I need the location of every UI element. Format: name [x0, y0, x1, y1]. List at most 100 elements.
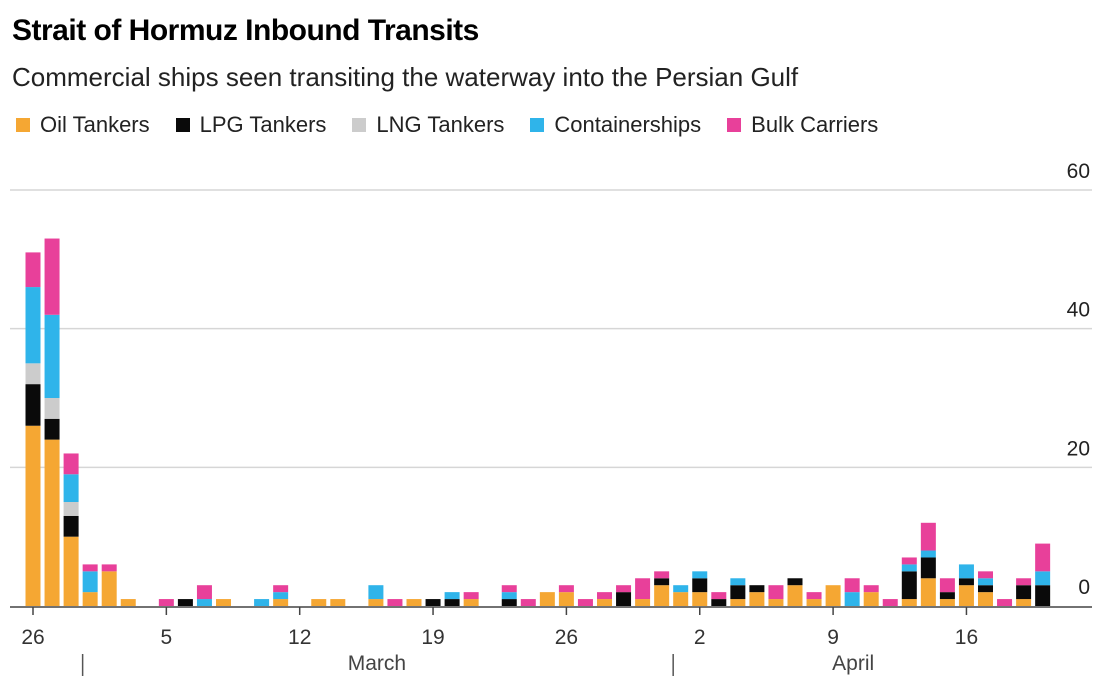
bar-oil-tankers-mar-16	[368, 599, 384, 606]
bar-oil-tankers-apr-2	[692, 592, 708, 606]
bar-bulk-carriers-feb-26	[25, 252, 41, 288]
bar-containerships-apr-20	[1035, 571, 1051, 586]
legend-label-containerships: Containerships	[554, 112, 702, 137]
bar-bulk-carriers-mar-29	[616, 585, 632, 593]
legend-label-oil-tankers: Oil Tankers	[40, 112, 150, 137]
legend-item-lpg-tankers: LPG Tankers	[175, 112, 326, 138]
bar-oil-tankers-mar-1	[82, 592, 98, 606]
y-tick-label: 20	[1067, 437, 1090, 460]
bar-oil-tankers-mar-26	[558, 592, 574, 606]
bar-oil-tankers-mar-30	[635, 599, 651, 606]
bar-bulk-carriers-apr-8	[806, 592, 822, 600]
bar-bulk-carriers-mar-17	[387, 599, 403, 606]
bar-bulk-carriers-apr-17	[978, 571, 993, 579]
bar-bulk-carriers-mar-28	[597, 592, 612, 600]
bar-containerships-mar-7	[196, 599, 212, 606]
bar-oil-tankers-mar-21	[463, 599, 479, 606]
y-tick-label: 0	[1078, 576, 1090, 599]
bar-lng-tankers-feb-28	[63, 502, 79, 516]
x-tick-label: 19	[421, 626, 444, 649]
bar-lpg-tankers-mar-19	[425, 599, 441, 606]
bar-oil-tankers-feb-27	[44, 439, 60, 606]
bar-lpg-tankers-apr-20	[1035, 585, 1051, 606]
x-tick-label: 12	[288, 626, 311, 649]
bar-bulk-carriers-mar-24	[520, 599, 536, 606]
bar-bulk-carriers-apr-3	[711, 592, 727, 600]
bar-containerships-mar-23	[501, 592, 517, 600]
bar-bulk-carriers-feb-28	[63, 453, 79, 475]
y-tick-label: 60	[1067, 160, 1090, 183]
bar-oil-tankers-feb-28	[63, 536, 79, 606]
bar-oil-tankers-apr-4	[730, 599, 746, 606]
bars	[25, 238, 1051, 606]
bar-lpg-tankers-mar-23	[501, 599, 517, 606]
bar-containerships-apr-4	[730, 578, 746, 586]
bar-bulk-carriers-apr-11	[863, 585, 879, 593]
bar-bulk-carriers-feb-27	[44, 238, 60, 315]
bar-containerships-apr-16	[958, 564, 974, 579]
bar-oil-tankers-mar-13	[311, 599, 327, 606]
bar-containerships-mar-20	[444, 592, 460, 600]
month-label-march: March	[348, 652, 406, 675]
bar-lpg-tankers-apr-16	[958, 578, 974, 586]
bar-containerships-mar-11	[273, 592, 289, 600]
bar-lng-tankers-feb-27	[44, 398, 60, 419]
bar-bulk-carriers-apr-12	[882, 599, 898, 606]
bar-lpg-tankers-mar-29	[616, 592, 632, 606]
bar-bulk-carriers-apr-15	[939, 578, 955, 593]
bar-bulk-carriers-apr-13	[901, 557, 917, 565]
containerships-swatch	[530, 118, 545, 132]
x-tick-label: 26	[555, 626, 578, 649]
bar-oil-tankers-mar-2	[101, 571, 117, 606]
legend-item-oil-tankers: Oil Tankers	[16, 112, 150, 138]
bar-containerships-apr-14	[920, 550, 936, 558]
bar-oil-tankers-mar-8	[216, 599, 231, 606]
bar-bulk-carriers-apr-18	[997, 599, 1013, 606]
bar-bulk-carriers-mar-2	[101, 564, 117, 572]
x-axis: 26 5 12 19 26 2 9 16 March April	[10, 606, 1092, 676]
bar-oil-tankers-mar-31	[654, 585, 670, 606]
bar-oil-tankers-mar-11	[273, 599, 289, 606]
bar-lpg-tankers-apr-19	[1016, 585, 1032, 600]
bar-bulk-carriers-mar-26	[558, 585, 574, 593]
bar-lpg-tankers-apr-17	[978, 585, 993, 593]
bar-bulk-carriers-mar-23	[501, 585, 517, 593]
bar-oil-tankers-apr-14	[920, 578, 936, 606]
oil-tankers-swatch	[16, 118, 30, 132]
legend-label-bulk-carriers: Bulk Carriers	[751, 112, 879, 137]
bar-oil-tankers-mar-28	[597, 599, 612, 606]
gridlines	[10, 189, 1092, 469]
bar-bulk-carriers-mar-21	[463, 592, 479, 600]
chart-subtitle: Commercial ships seen transiting the wat…	[12, 62, 799, 92]
bar-oil-tankers-mar-18	[406, 599, 422, 606]
x-tick-label: 26	[21, 626, 44, 649]
bar-bulk-carriers-mar-11	[273, 585, 289, 593]
bar-lng-tankers-feb-26	[25, 363, 41, 385]
bar-lpg-tankers-feb-26	[25, 384, 41, 426]
month-label-april: April	[832, 652, 874, 675]
bar-lpg-tankers-apr-2	[692, 578, 708, 593]
bar-lpg-tankers-apr-15	[939, 592, 955, 600]
legend: Oil Tankers LPG Tankers LNG Tankers Cont…	[16, 112, 878, 138]
bar-bulk-carriers-apr-19	[1016, 578, 1032, 586]
bar-containerships-apr-17	[978, 578, 993, 586]
bar-bulk-carriers-apr-10	[844, 578, 860, 593]
bar-containerships-apr-1	[673, 585, 689, 593]
bar-oil-tankers-apr-16	[958, 585, 974, 606]
bar-containerships-apr-13	[901, 564, 917, 572]
bar-lpg-tankers-apr-13	[901, 571, 917, 600]
lpg-tankers-swatch	[175, 118, 190, 132]
x-tick-label: 5	[161, 626, 173, 649]
bar-oil-tankers-apr-13	[901, 599, 917, 606]
bar-lpg-tankers-apr-7	[787, 578, 803, 586]
bar-oil-tankers-mar-25	[539, 592, 555, 606]
bar-oil-tankers-apr-19	[1016, 599, 1032, 606]
bar-containerships-mar-16	[368, 585, 384, 600]
bar-containerships-mar-10	[254, 599, 270, 606]
bar-bulk-carriers-mar-1	[82, 564, 98, 572]
bar-oil-tankers-apr-15	[939, 599, 955, 606]
bar-lpg-tankers-apr-14	[920, 557, 936, 579]
y-axis: 0 20 40 60	[1067, 160, 1090, 599]
legend-item-containerships: Containerships	[530, 112, 701, 138]
